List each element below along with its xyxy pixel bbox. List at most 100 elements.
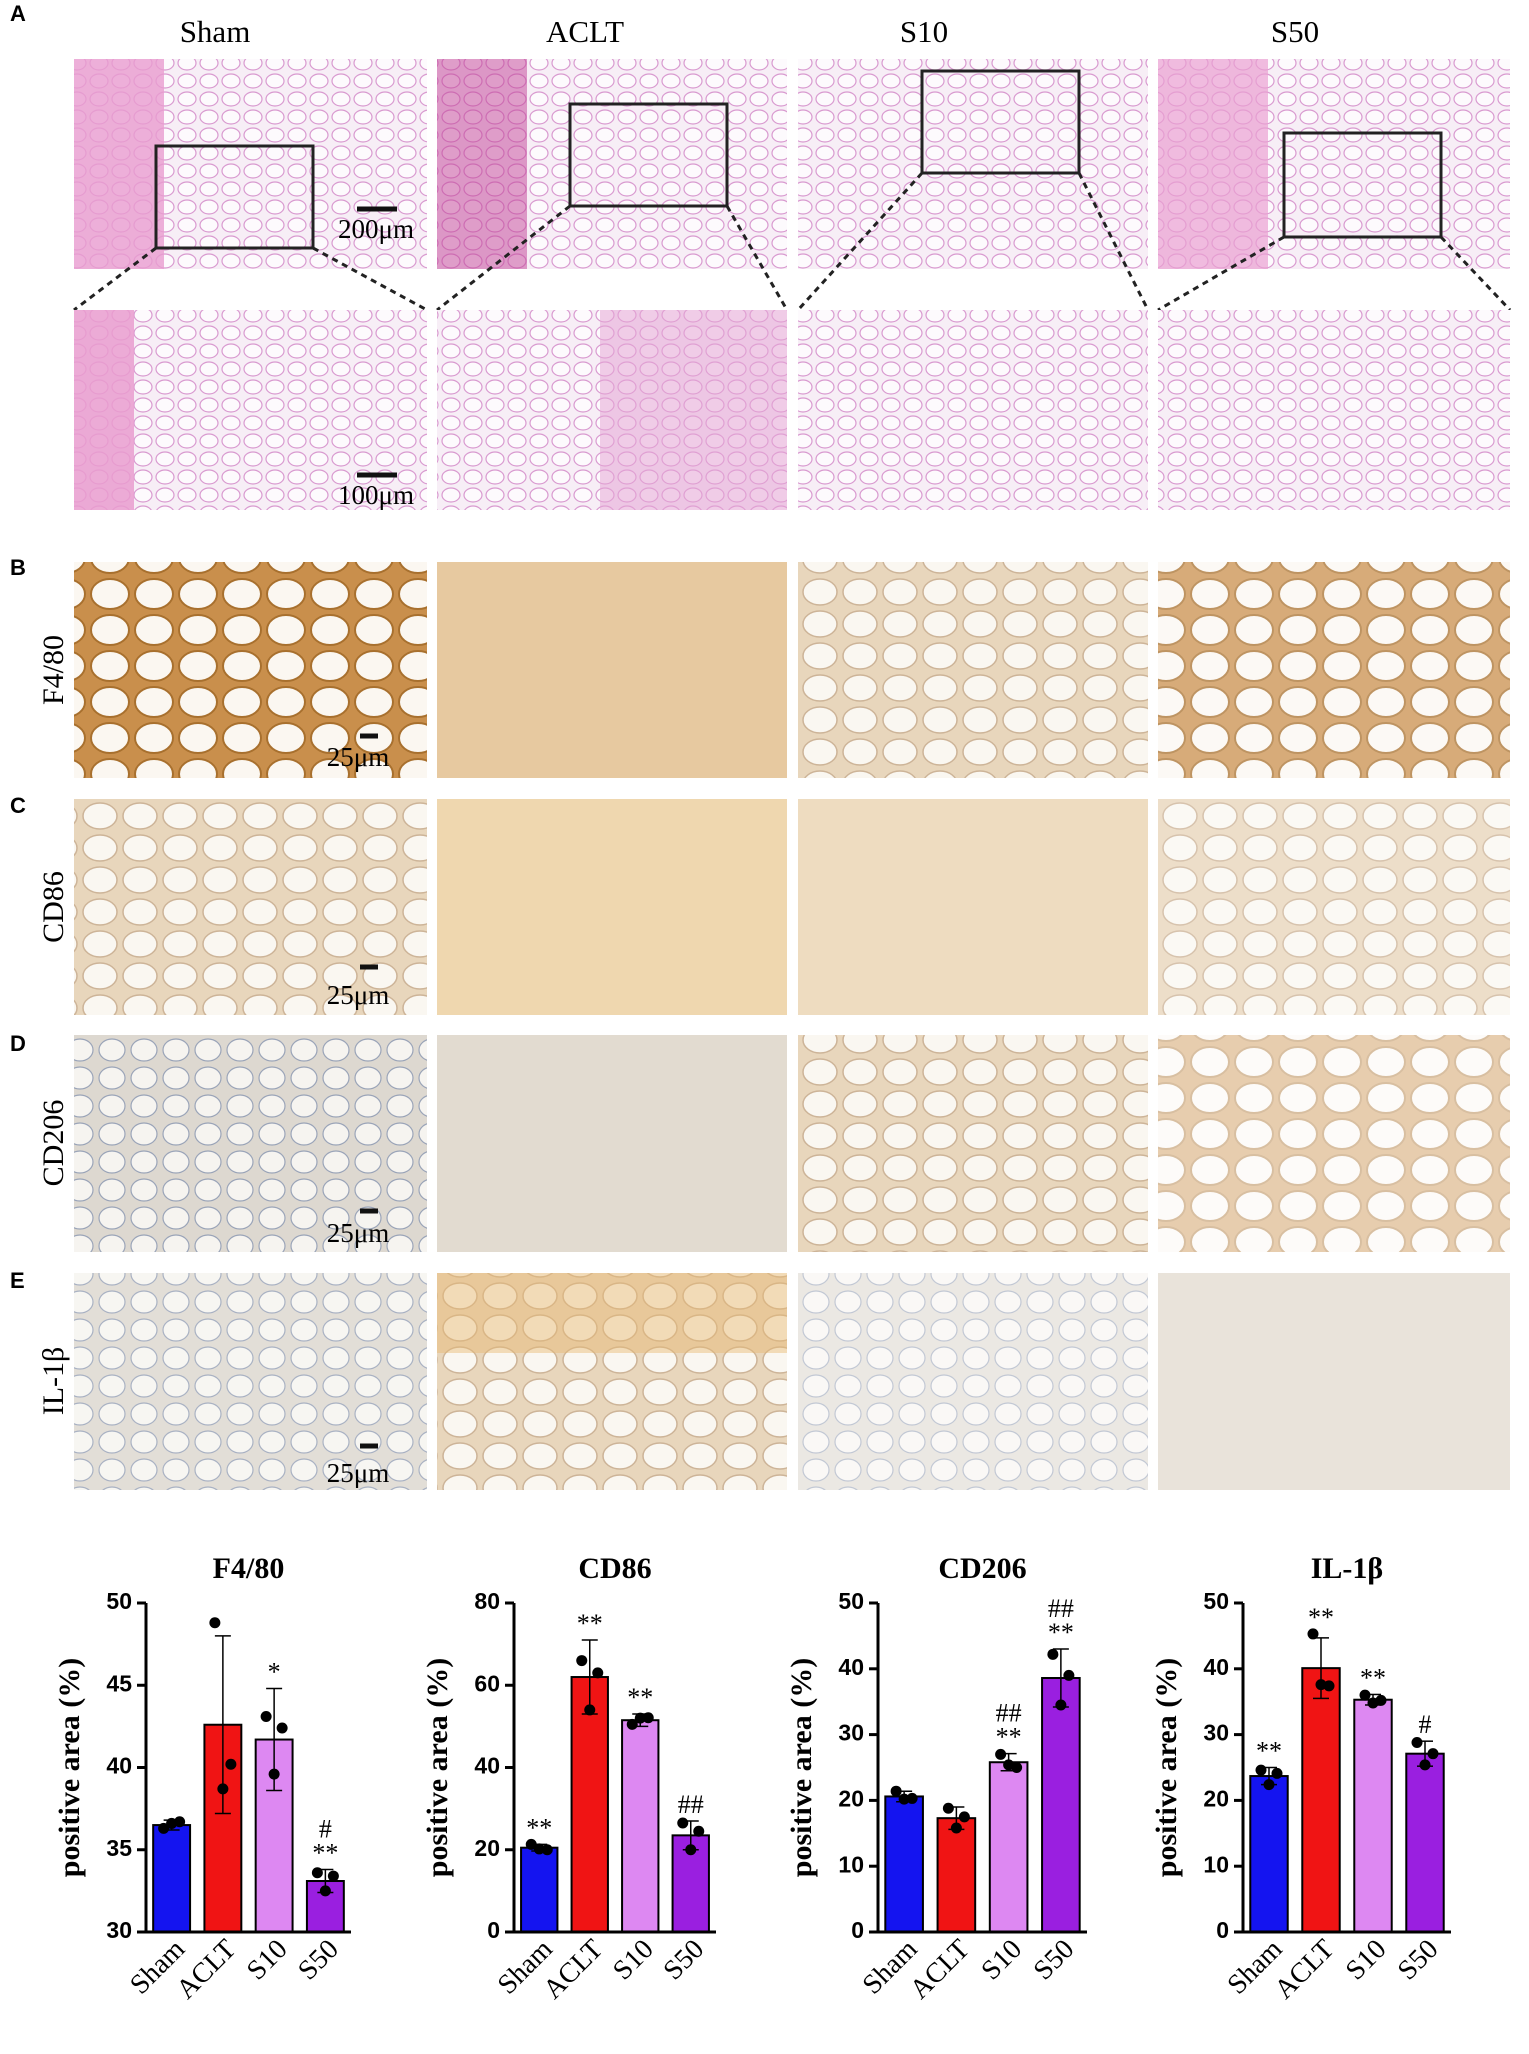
scale-label: 25μm (327, 742, 389, 772)
scale-label: 25μm (327, 1218, 389, 1248)
bar (1353, 1698, 1393, 1933)
micrograph (798, 59, 1148, 269)
scale-label: 25μm (327, 1458, 389, 1488)
tissue (437, 59, 527, 269)
x-tick-label: ACLT (171, 1934, 243, 2006)
y-axis-label: positive area (%) (53, 1658, 86, 1877)
y-tick-label: 60 (474, 1670, 500, 1696)
micrograph (798, 562, 1148, 778)
x-tick-label: S10 (607, 1934, 660, 1987)
data-point (311, 1867, 323, 1879)
row-label: IL-1β (37, 1347, 70, 1416)
micrograph (437, 799, 787, 1015)
scale-label: 200μm (338, 214, 414, 244)
bar (570, 1676, 609, 1934)
bar (884, 1795, 924, 1934)
y-tick-label: 50 (838, 1588, 864, 1614)
micrograph (437, 1035, 787, 1252)
scale-labels: 200μm 100μm 25μm 25μm 25μm 25μm (327, 214, 414, 1488)
panel-label: B (10, 555, 26, 580)
micrograph (74, 799, 427, 1015)
tissue (437, 1273, 787, 1353)
data-point (260, 1711, 272, 1723)
scale-label: 100μm (338, 480, 414, 510)
panel-labels: A B C D E (10, 1, 26, 1293)
data-point (995, 1748, 1007, 1760)
row-labels: F4/80 CD86 CD206 IL-1β (37, 635, 70, 1415)
data-point (1271, 1767, 1283, 1779)
x-tick-label: S50 (292, 1934, 345, 1987)
x-tick-label: ACLT (904, 1934, 976, 2006)
micrographs (73, 59, 1512, 1490)
x-tick-label: S50 (658, 1934, 711, 1987)
significance: ** (996, 1723, 1022, 1752)
significance: * (268, 1658, 281, 1687)
data-point (533, 1843, 545, 1855)
data-point (1323, 1680, 1335, 1692)
micrograph (798, 1035, 1148, 1252)
chart-title: IL-1β (1311, 1552, 1383, 1585)
y-axis-label: positive area (%) (1150, 1658, 1183, 1877)
bar (1301, 1667, 1341, 1933)
micrograph (1158, 1273, 1510, 1490)
significance: ## (678, 1790, 704, 1819)
group-title: Sham (180, 14, 251, 49)
y-axis-label: positive area (%) (785, 1658, 818, 1877)
y-tick-label: 10 (1203, 1851, 1229, 1877)
y-tick-label: 40 (1203, 1654, 1229, 1680)
bar (621, 1719, 660, 1934)
zoom-box (920, 69, 1081, 175)
y-tick-label: 20 (474, 1835, 500, 1861)
bar (1405, 1752, 1445, 1933)
data-point (1419, 1759, 1431, 1771)
y-axis-label: positive area (%) (421, 1658, 454, 1877)
data-point (958, 1811, 970, 1823)
data-point (541, 1844, 553, 1856)
row-label: CD86 (37, 871, 70, 943)
data-point (1055, 1699, 1067, 1711)
data-point (1375, 1694, 1387, 1706)
y-tick-label: 30 (106, 1917, 132, 1943)
significance: ## (996, 1699, 1022, 1728)
significance: ** (526, 1813, 552, 1842)
tissue (1158, 59, 1268, 269)
y-tick-label: 20 (1203, 1785, 1229, 1811)
x-tick-label: S50 (1392, 1934, 1445, 1987)
micrograph (1158, 1035, 1510, 1252)
data-point (906, 1792, 918, 1804)
group-title: S50 (1271, 14, 1319, 49)
panel-label: E (10, 1268, 25, 1293)
micrograph (798, 1273, 1148, 1490)
y-tick-label: 0 (487, 1917, 500, 1943)
x-tick-label: ACLT (1269, 1934, 1341, 2006)
data-point (626, 1718, 638, 1730)
y-tick-label: 50 (1203, 1588, 1229, 1614)
data-point (1307, 1628, 1319, 1640)
micrograph (1158, 310, 1510, 510)
data-point (225, 1758, 237, 1770)
bar (152, 1824, 192, 1933)
zoom-lines (73, 171, 1512, 312)
micrograph (437, 1273, 787, 1490)
data-point (1359, 1689, 1371, 1701)
significance: ** (627, 1683, 653, 1712)
zoom-box (154, 144, 315, 250)
scale-label: 25μm (327, 980, 389, 1010)
significance: ** (1048, 1618, 1074, 1647)
significance: ** (312, 1838, 338, 1867)
data-point (158, 1822, 170, 1834)
data-point (268, 1768, 280, 1780)
data-point (693, 1825, 705, 1837)
micrograph (437, 562, 787, 778)
x-tick-label: S10 (1340, 1934, 1393, 1987)
micrograph (74, 562, 427, 778)
x-tick-label: S10 (241, 1934, 294, 1987)
y-tick-label: 35 (106, 1835, 132, 1861)
data-point (677, 1817, 689, 1829)
y-tick-label: 40 (838, 1654, 864, 1680)
significance: ** (1256, 1736, 1282, 1765)
data-point (319, 1885, 331, 1897)
data-point (592, 1667, 604, 1679)
data-point (950, 1822, 962, 1834)
